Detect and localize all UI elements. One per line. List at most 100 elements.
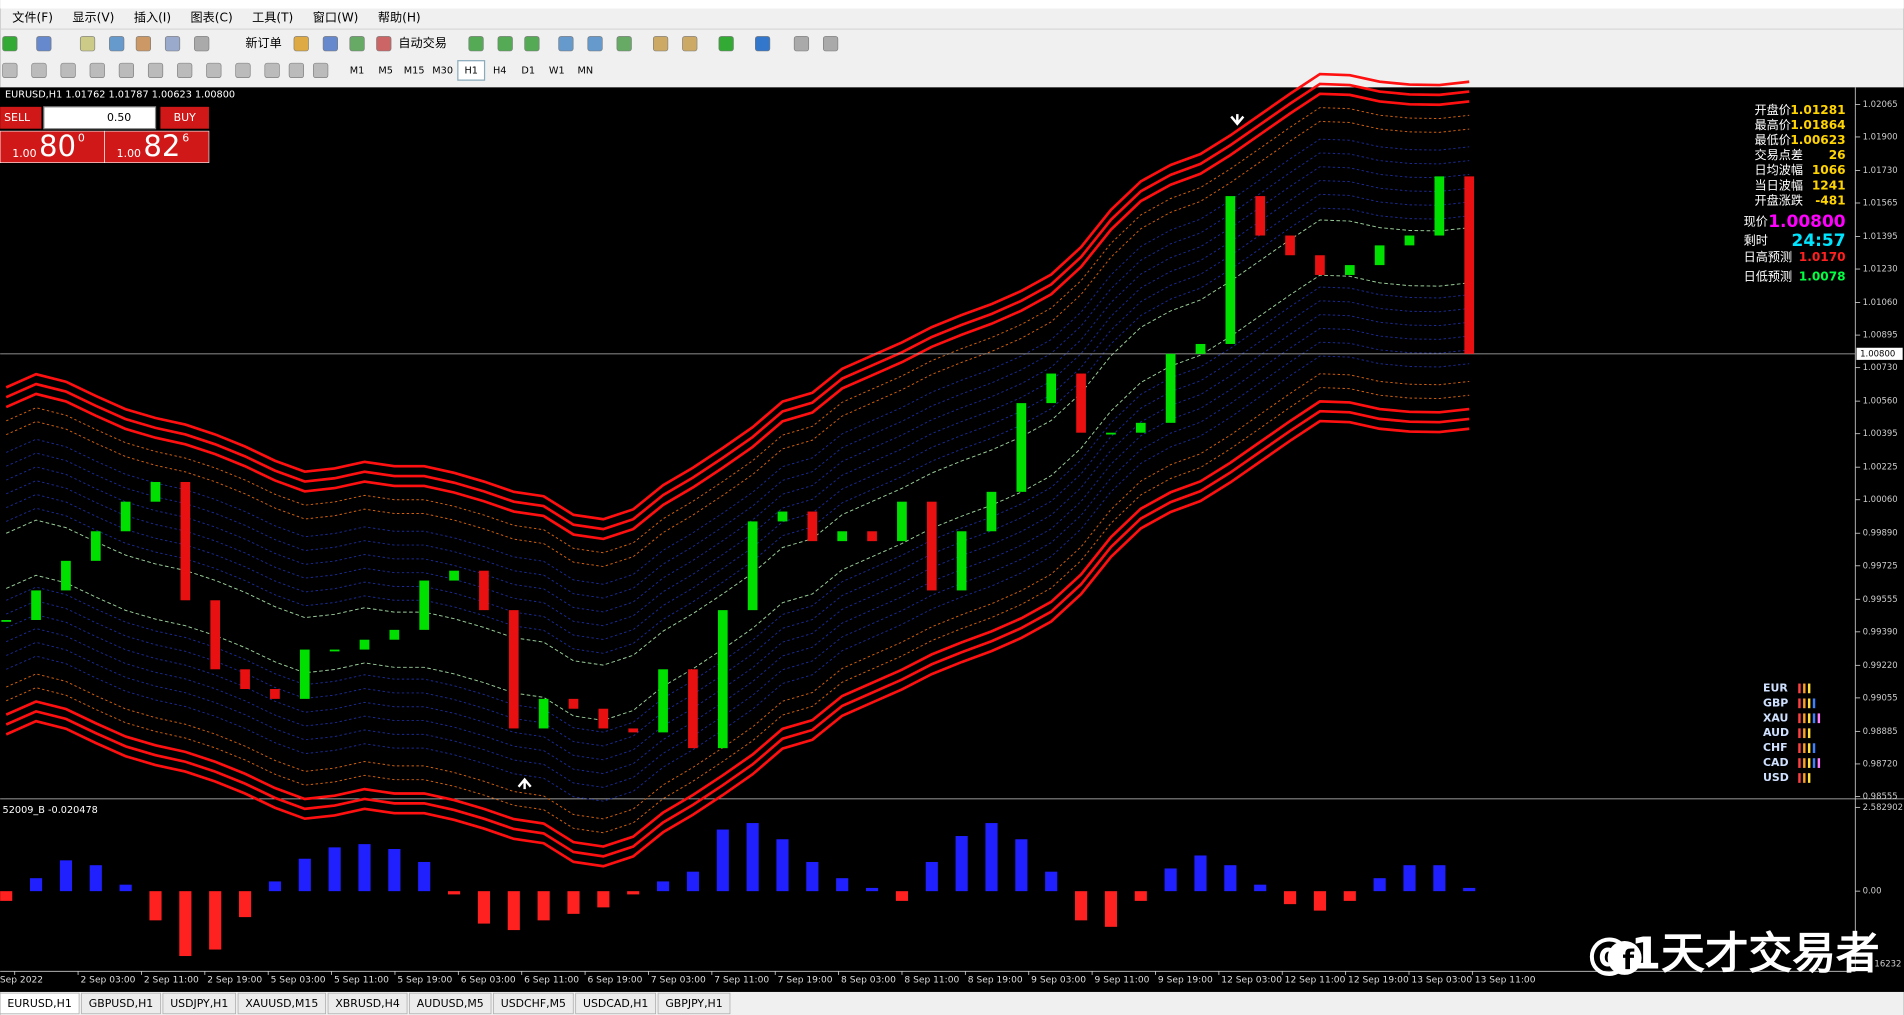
toolbar-icon[interactable] — [135, 36, 151, 52]
toolbar-icon[interactable] — [2, 62, 18, 79]
toolbar-icon[interactable] — [653, 36, 669, 52]
toolbar-icon[interactable] — [118, 62, 134, 79]
timeframe-button[interactable]: M15 — [404, 65, 425, 76]
lot-box[interactable] — [43, 106, 157, 130]
y-tick-label: 0.99725 — [1863, 561, 1898, 571]
tab-box[interactable] — [81, 992, 161, 1015]
tab[interactable]: EURUSD,H1 — [0, 992, 80, 1015]
timeframe-active[interactable] — [457, 60, 486, 81]
menu-item[interactable]: 窗口(W) — [313, 11, 359, 25]
toolbar-icon[interactable] — [235, 62, 251, 79]
timeframe-button[interactable]: M30 — [432, 65, 453, 76]
toolbar-icon[interactable] — [349, 36, 365, 52]
tab-label[interactable]: XAUUSD,M15 — [245, 997, 318, 1010]
tab-label[interactable]: XBRUSD,H4 — [335, 997, 400, 1010]
toolbar-icon[interactable] — [31, 62, 47, 79]
tab-label[interactable]: EURUSD,H1 — [7, 997, 71, 1010]
toolbar-icon[interactable] — [293, 36, 309, 52]
toolbar-icon[interactable] — [755, 36, 771, 52]
toolbar-icon[interactable] — [288, 62, 304, 79]
sell-button[interactable] — [0, 106, 42, 129]
tab-box[interactable] — [0, 992, 80, 1015]
toolbar-icon[interactable] — [558, 36, 574, 52]
tab[interactable]: GBPUSD,H1 — [81, 992, 161, 1015]
tab[interactable]: USDCHF,M5 — [493, 992, 574, 1015]
toolbar-icon[interactable] — [322, 36, 338, 52]
toolbar-button[interactable]: 新订单 — [245, 35, 281, 50]
tab-box[interactable] — [237, 992, 326, 1015]
tab[interactable]: USDJPY,H1 — [162, 992, 237, 1015]
tab[interactable]: XAUUSD,M15 — [237, 992, 326, 1015]
timeframe-button[interactable]: M5 — [378, 65, 393, 76]
toolbar-icon[interactable] — [524, 36, 540, 52]
tab-label[interactable]: USDCAD,H1 — [583, 997, 648, 1010]
toolbar-icon[interactable] — [109, 36, 125, 52]
candle — [1135, 422, 1146, 433]
toolbar-icon[interactable] — [718, 36, 734, 52]
candle — [568, 698, 579, 709]
tab-box[interactable] — [162, 992, 237, 1015]
menu-item[interactable]: 工具(T) — [252, 11, 293, 25]
toolbar-button[interactable]: 自动交易 — [398, 35, 447, 50]
toolbar-icon[interactable] — [36, 36, 52, 52]
timeframe-button[interactable]: H4 — [493, 65, 506, 76]
toolbar-icon[interactable] — [194, 36, 210, 52]
tab-box[interactable] — [327, 992, 408, 1015]
tab-box[interactable] — [657, 992, 731, 1015]
timeframe-button[interactable]: W1 — [549, 65, 565, 76]
tab-label[interactable]: GBPUSD,H1 — [89, 997, 153, 1010]
tab[interactable]: GBPJPY,H1 — [657, 992, 731, 1015]
histogram-bar — [597, 891, 610, 908]
tab[interactable]: XBRUSD,H4 — [327, 992, 408, 1015]
chart-area — [0, 87, 1904, 992]
toolbar-icon[interactable] — [89, 62, 105, 79]
histogram-bar — [1134, 891, 1147, 901]
sell-label[interactable]: SELL — [4, 111, 31, 124]
toolbar-icon[interactable] — [177, 62, 193, 79]
tab-box[interactable] — [409, 992, 492, 1015]
toolbar-icon[interactable] — [587, 36, 603, 52]
toolbar-icon[interactable] — [616, 36, 632, 52]
tab[interactable]: USDCAD,H1 — [575, 992, 657, 1015]
buy-button[interactable] — [160, 106, 209, 129]
candle — [598, 708, 609, 729]
tab-label[interactable]: USDJPY,H1 — [170, 997, 228, 1010]
menu-item[interactable]: 帮助(H) — [378, 11, 421, 25]
toolbar-icon[interactable] — [468, 36, 484, 52]
menu-item[interactable]: 插入(I) — [134, 11, 171, 25]
toolbar-icon[interactable] — [793, 36, 810, 52]
lot-value[interactable]: 0.50 — [107, 111, 131, 124]
tab-box[interactable] — [575, 992, 657, 1015]
toolbar-icon[interactable] — [147, 62, 164, 79]
toolbar-icon[interactable] — [497, 36, 513, 52]
tab-label[interactable]: AUDUSD,M5 — [417, 997, 484, 1010]
quote-box[interactable] — [104, 130, 210, 163]
toolbar-icon[interactable] — [206, 62, 222, 79]
timeframe-button[interactable]: H1 — [464, 65, 477, 76]
candle — [807, 511, 818, 542]
x-tick-label: 2 Sep 19:00 — [207, 975, 262, 985]
tab-box[interactable] — [493, 992, 574, 1015]
tab[interactable]: AUDUSD,M5 — [409, 992, 492, 1015]
toolbar-icon[interactable] — [79, 36, 96, 52]
toolbar-icon[interactable] — [823, 36, 839, 52]
toolbar-icon[interactable] — [60, 62, 76, 79]
toolbar-icon[interactable] — [264, 62, 280, 79]
menu-item[interactable]: 显示(V) — [72, 11, 114, 25]
quote-box[interactable] — [0, 130, 105, 163]
toolbar-icon[interactable] — [313, 62, 329, 79]
toolbar-icon[interactable] — [376, 36, 392, 52]
tab-label[interactable]: USDCHF,M5 — [501, 997, 566, 1010]
buy-label[interactable]: BUY — [174, 111, 196, 124]
timeframe-button[interactable]: M1 — [350, 65, 365, 76]
toolbar-icon[interactable] — [682, 36, 698, 52]
strength-bar — [1817, 758, 1821, 768]
toolbar-icon[interactable] — [2, 36, 18, 52]
toolbar-icon[interactable] — [164, 36, 181, 52]
info-label: 日均波幅 — [1755, 162, 1804, 177]
timeframe-button[interactable]: MN — [578, 65, 594, 76]
menu-item[interactable]: 图表(C) — [191, 11, 233, 25]
menu-item[interactable]: 文件(F) — [12, 10, 53, 25]
tab-label[interactable]: GBPJPY,H1 — [665, 997, 722, 1010]
timeframe-button[interactable]: D1 — [521, 65, 535, 76]
